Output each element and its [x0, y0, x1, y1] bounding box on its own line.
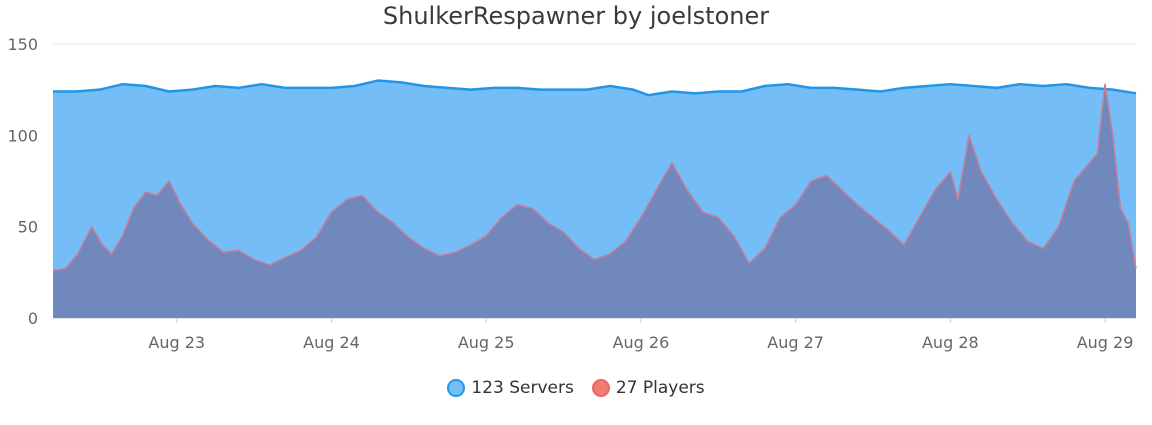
legend-label-servers: 123 Servers: [471, 378, 574, 398]
x-tick-label: Aug 29: [1077, 333, 1134, 352]
plot-area: [52, 79, 1137, 319]
chart-title: ShulkerRespawner by joelstoner: [382, 2, 770, 30]
legend-item-servers[interactable]: 123 Servers: [447, 378, 574, 398]
y-tick-label: 50: [18, 218, 38, 237]
players-line: [52, 83, 1137, 272]
y-tick-label: 150: [7, 35, 38, 54]
legend: 123 Servers 27 Players: [0, 378, 1152, 398]
legend-item-players[interactable]: 27 Players: [591, 378, 705, 398]
players-area: [53, 84, 1136, 318]
y-tick-label: 100: [7, 126, 38, 145]
x-tick-label: Aug 24: [303, 333, 360, 352]
y-tick-label: 0: [28, 309, 38, 328]
x-tick-label: Aug 25: [458, 333, 515, 352]
x-tick-label: Aug 27: [767, 333, 824, 352]
servers-line: [53, 79, 1137, 97]
players-swatch-icon: [591, 379, 610, 397]
x-tick-label: Aug 26: [613, 333, 670, 352]
servers-swatch-icon: [447, 379, 466, 397]
x-axis: Aug 23 Aug 24 Aug 25 Aug 26 Aug 27 Aug 28 Aug …: [148, 318, 1133, 352]
y-axis: 0 50 100 150: [7, 35, 38, 328]
x-tick-label: Aug 23: [148, 333, 205, 352]
x-tick-label: Aug 28: [922, 333, 979, 352]
legend-label-players: 27 Players: [615, 378, 705, 398]
